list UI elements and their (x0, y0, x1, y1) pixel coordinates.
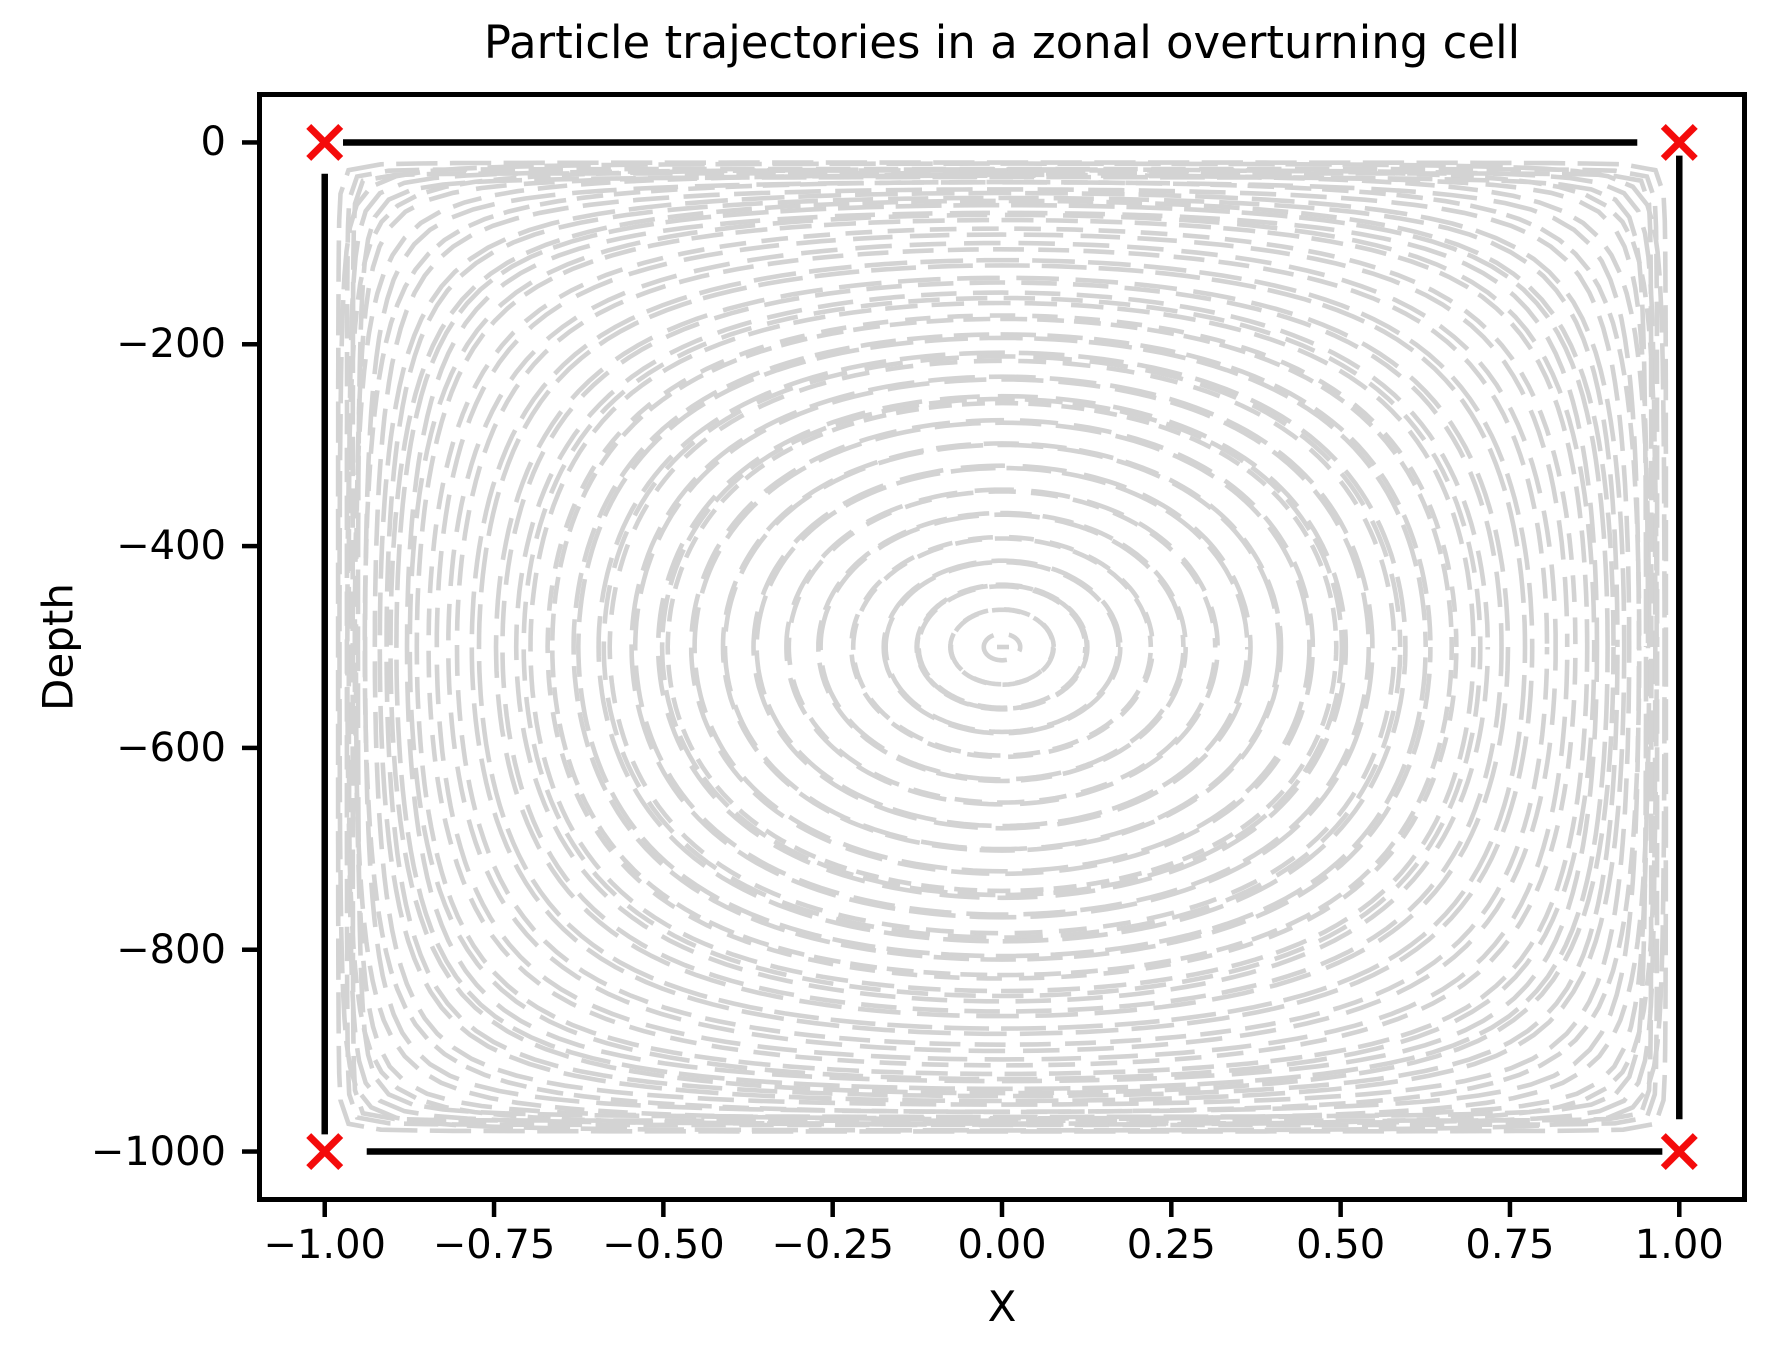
x-tick-label: −0.25 (771, 1222, 894, 1268)
trajectory-loop (350, 171, 1654, 1123)
release-marker-x (1660, 123, 1698, 161)
x-axis-label: X (987, 1282, 1017, 1331)
trajectory-loop (655, 393, 1349, 901)
trajectory-loop (362, 179, 1642, 1115)
trajectory-loop (720, 441, 1284, 853)
trajectory-loop (601, 354, 1403, 940)
trajectory-loop (571, 332, 1433, 962)
trajectory-loop (476, 263, 1528, 1031)
trajectory-loop (446, 240, 1558, 1054)
trajectory-loop (469, 257, 1535, 1037)
trajectory-loop (688, 417, 1316, 877)
trajectory-loop (521, 295, 1483, 999)
x-tick-label: −1.00 (263, 1222, 387, 1268)
trajectory-loop (454, 246, 1550, 1048)
x-tick-label: 1.00 (1634, 1222, 1724, 1268)
trajectory-loop (850, 536, 1154, 758)
trajectory-loop (394, 202, 1610, 1092)
trajectory-loop (414, 217, 1590, 1077)
trajectory-loop (914, 582, 1090, 712)
trajectory-loop (607, 358, 1397, 936)
y-tick-label: −600 (116, 724, 226, 771)
trajectory-loop (665, 400, 1339, 894)
chart-title: Particle trajectories in a zonal overtur… (483, 16, 1521, 69)
trajectory-loop (407, 212, 1597, 1082)
axes-spines (257, 92, 1747, 1202)
trajectory-loop (528, 300, 1476, 994)
trajectory-loop (362, 180, 1642, 1114)
trajectory-loop (388, 198, 1616, 1096)
x-tick-label: 0.00 (957, 1222, 1047, 1268)
trajectory-loop (575, 335, 1429, 959)
x-tick-label: 0.50 (1296, 1222, 1386, 1268)
x-tick-label: −0.50 (602, 1222, 725, 1268)
y-axis-label: Depth (33, 583, 83, 711)
trajectory-loop (434, 232, 1570, 1062)
release-marker-x (1660, 1133, 1698, 1171)
trajectory-loop (372, 187, 1632, 1107)
x-tick-label: −0.75 (432, 1222, 556, 1268)
trajectory-loop (493, 275, 1511, 1019)
trajectory-loop (545, 313, 1459, 981)
trajectory-loop (426, 226, 1578, 1068)
trajectory-loop (981, 631, 1023, 663)
y-tick-label: −200 (116, 321, 226, 368)
trajectory-loop (404, 210, 1600, 1084)
y-tick-label: 0 (200, 119, 226, 166)
trajectory-loop (335, 160, 1669, 1134)
x-tick-label: 0.25 (1126, 1222, 1216, 1268)
trajectory-loop (754, 465, 1250, 829)
trajectory-loop (384, 195, 1620, 1099)
trajectory-loop (692, 420, 1312, 874)
trajectory-loop (549, 316, 1455, 978)
trajectory-loop (881, 558, 1123, 736)
trajectory-loop (751, 463, 1253, 831)
trajectory-loop (947, 607, 1057, 687)
release-marker-x (306, 1133, 344, 1171)
y-tick-label: −800 (116, 926, 226, 973)
trajectory-loop (629, 374, 1375, 920)
trajectory-loop (786, 489, 1218, 805)
trajectory-loop (355, 174, 1649, 1120)
trajectory-loop (344, 166, 1660, 1128)
trajectory-loop (513, 290, 1491, 1004)
trajectory-loops (335, 160, 1669, 1134)
trajectory-loop (596, 350, 1408, 944)
x-tick-label: 0.75 (1465, 1222, 1555, 1268)
trajectory-loop (816, 510, 1188, 784)
y-tick-label: −1000 (90, 1128, 226, 1175)
trajectory-loop (784, 487, 1220, 807)
release-marker-x (306, 123, 344, 161)
trajectory-loop (632, 377, 1372, 917)
trajectory-loop (377, 190, 1627, 1104)
y-tick-label: −400 (116, 523, 226, 570)
trajectory-loop (659, 396, 1345, 898)
